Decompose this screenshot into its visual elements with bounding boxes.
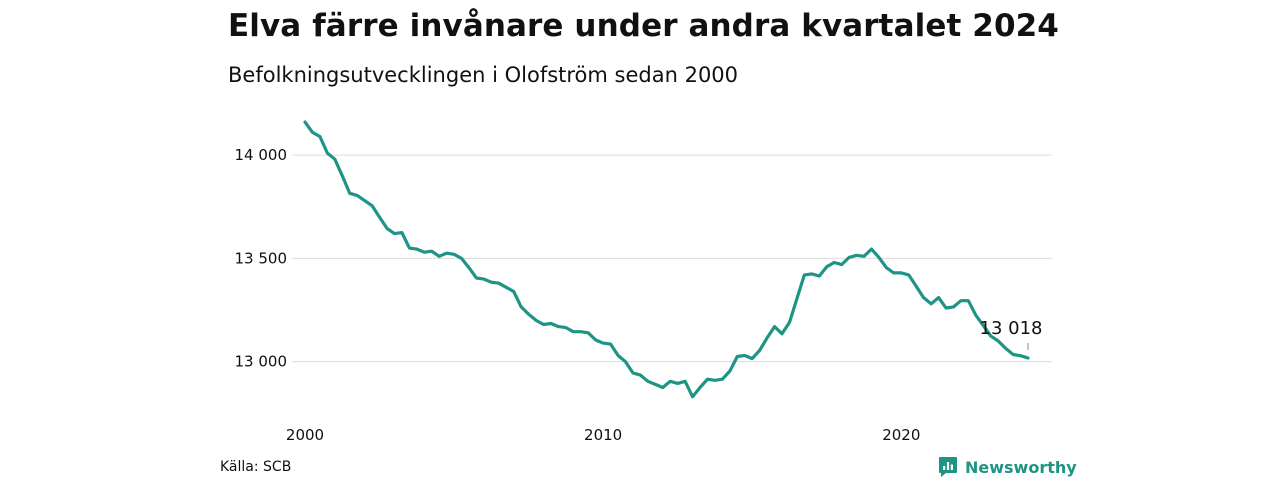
newsworthy-brand: Newsworthy xyxy=(938,456,1077,478)
newsworthy-logo-icon xyxy=(939,457,957,477)
chart-subtitle: Befolkningsutvecklingen i Olofström seda… xyxy=(228,63,739,87)
x-axis-tick-labels: 2000 2010 2020 xyxy=(286,426,920,444)
x-tick-label: 2000 xyxy=(286,426,324,444)
gridlines xyxy=(292,154,1052,363)
chart-title: Elva färre invånare under andra kvartale… xyxy=(228,8,1059,44)
x-tick-label: 2010 xyxy=(584,426,622,444)
y-tick-label: 13 000 xyxy=(235,353,288,371)
y-tick-label: 13 500 xyxy=(235,249,288,267)
brand-name: Newsworthy xyxy=(965,457,1077,477)
y-axis-tick-labels: 13 000 13 500 14 000 xyxy=(235,146,288,371)
source-note: Källa: SCB xyxy=(220,459,292,475)
y-tick-label: 14 000 xyxy=(235,146,288,164)
x-tick-label: 2020 xyxy=(882,426,920,444)
annotation-label: 13 018 xyxy=(980,318,1043,339)
population-series-line xyxy=(303,120,1030,399)
